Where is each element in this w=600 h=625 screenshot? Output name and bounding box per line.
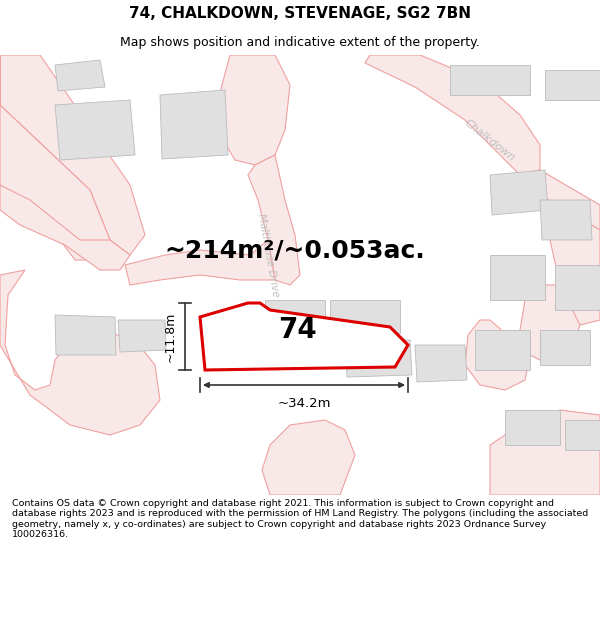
Text: 74, CHALKDOWN, STEVENAGE, SG2 7BN: 74, CHALKDOWN, STEVENAGE, SG2 7BN — [129, 6, 471, 21]
Polygon shape — [160, 90, 228, 159]
Polygon shape — [55, 315, 116, 355]
Text: ~214m²/~0.053ac.: ~214m²/~0.053ac. — [164, 238, 425, 262]
Text: Map shows position and indicative extent of the property.: Map shows position and indicative extent… — [120, 36, 480, 49]
Polygon shape — [262, 420, 355, 495]
Polygon shape — [200, 303, 408, 370]
Polygon shape — [475, 330, 530, 370]
Polygon shape — [345, 340, 412, 377]
Polygon shape — [265, 300, 325, 335]
Polygon shape — [540, 330, 590, 365]
Polygon shape — [0, 270, 160, 435]
Polygon shape — [218, 55, 290, 165]
Polygon shape — [515, 170, 600, 230]
Polygon shape — [55, 60, 105, 91]
Polygon shape — [540, 200, 592, 240]
Text: ~11.8m: ~11.8m — [164, 311, 177, 362]
Polygon shape — [55, 100, 135, 160]
Polygon shape — [415, 345, 467, 382]
Polygon shape — [565, 420, 600, 450]
Polygon shape — [0, 55, 145, 255]
Polygon shape — [125, 240, 275, 285]
Polygon shape — [450, 65, 530, 95]
Text: Contains OS data © Crown copyright and database right 2021. This information is : Contains OS data © Crown copyright and d… — [12, 499, 588, 539]
Polygon shape — [118, 320, 166, 352]
Text: 74: 74 — [278, 316, 316, 344]
Polygon shape — [365, 55, 540, 175]
Polygon shape — [0, 185, 130, 270]
Polygon shape — [465, 320, 530, 390]
Polygon shape — [520, 285, 580, 365]
Polygon shape — [248, 155, 300, 285]
Text: Malthouse Drive: Malthouse Drive — [256, 213, 280, 298]
Polygon shape — [490, 255, 545, 300]
Polygon shape — [545, 70, 600, 100]
Text: ~34.2m: ~34.2m — [277, 397, 331, 410]
Text: Chalkdown: Chalkdown — [463, 118, 517, 162]
Polygon shape — [540, 195, 600, 325]
Polygon shape — [555, 265, 600, 310]
Polygon shape — [330, 300, 400, 333]
Polygon shape — [490, 170, 548, 215]
Polygon shape — [505, 410, 560, 445]
Polygon shape — [0, 55, 110, 260]
Polygon shape — [490, 410, 600, 495]
